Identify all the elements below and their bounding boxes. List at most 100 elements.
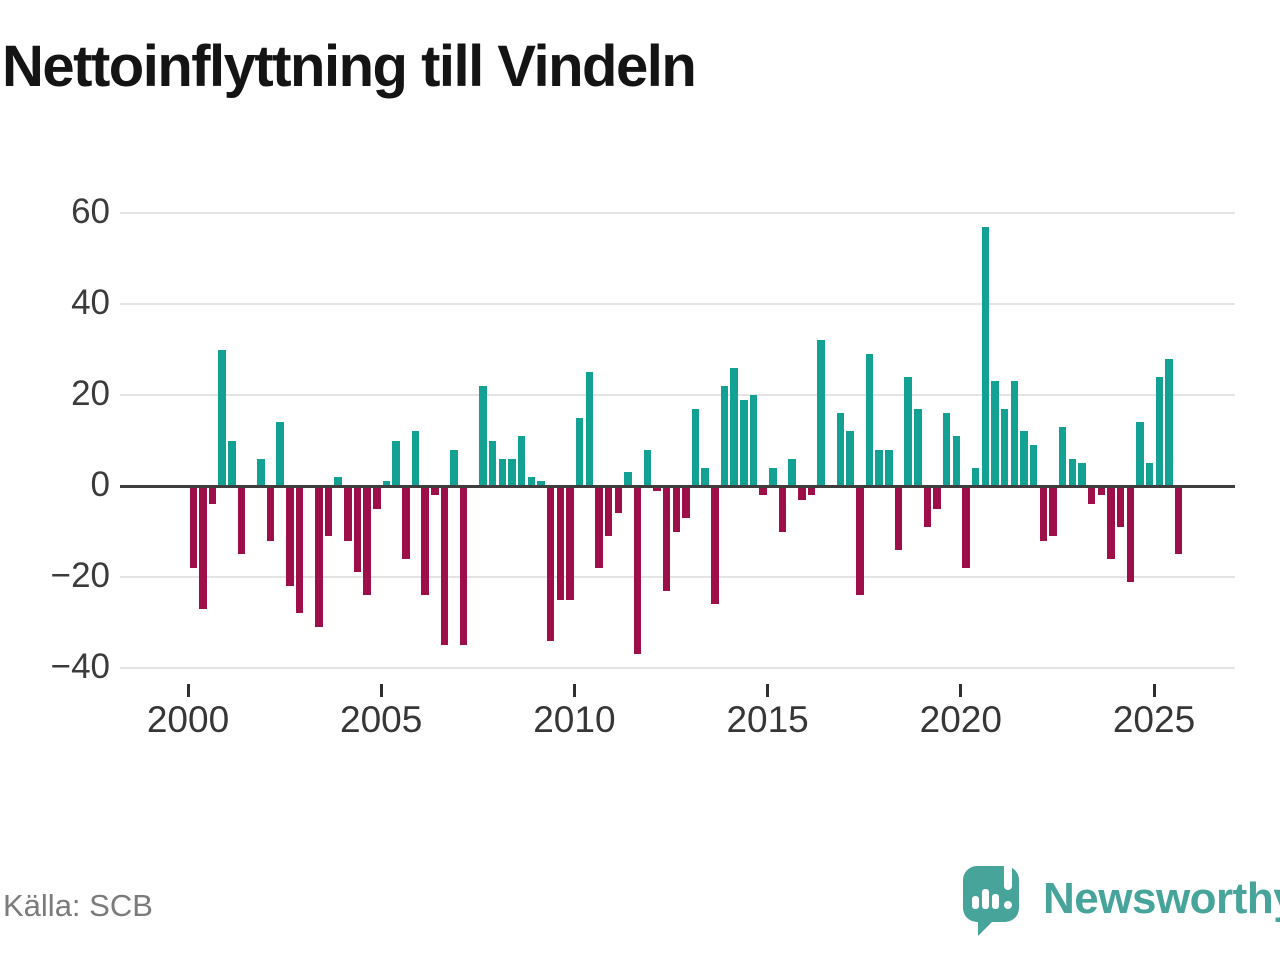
bar-2010-Q2 <box>585 372 594 486</box>
bar-2023-Q3 <box>1097 486 1106 496</box>
bar-2002-Q2 <box>276 422 284 486</box>
bar-2020-Q4 <box>991 381 999 486</box>
logo-exclamation-dot-icon <box>1004 901 1012 909</box>
bar-2009-Q4 <box>566 486 574 600</box>
y-axis-label-20: 20 <box>71 374 110 413</box>
bar-2017-Q2 <box>856 486 864 596</box>
bar-2000-Q3 <box>208 486 217 505</box>
y-axis-label--40: −40 <box>50 647 110 686</box>
bar-2019-Q1 <box>923 486 932 527</box>
bar-2000-Q1 <box>189 486 197 568</box>
bar-2016-Q4 <box>836 413 845 486</box>
bar-2024-Q2 <box>1126 486 1135 582</box>
bar-2000-Q4 <box>218 349 226 486</box>
bar-2014-Q1 <box>730 367 738 486</box>
x-axis-tick-2000 <box>186 684 190 697</box>
x-axis-tick-2010 <box>572 684 576 697</box>
bar-2014-Q2 <box>740 399 748 486</box>
gridline-40 <box>120 303 1235 305</box>
bar-2019-Q3 <box>942 413 951 486</box>
bar-2012-Q3 <box>672 486 680 532</box>
gridline--40 <box>120 667 1235 669</box>
bar-2011-Q3 <box>633 486 642 655</box>
bar-2016-Q2 <box>817 340 825 486</box>
bar-2006-Q2 <box>431 486 439 496</box>
bar-2003-Q3 <box>324 486 333 537</box>
bar-2018-Q1 <box>885 449 893 486</box>
y-axis-label--20: −20 <box>50 556 110 595</box>
bar-2006-Q3 <box>440 486 449 646</box>
plot-area <box>120 212 1235 669</box>
bar-2022-Q4 <box>1068 458 1077 486</box>
bar-2011-Q4 <box>643 449 652 486</box>
bar-2024-Q3 <box>1136 422 1144 486</box>
bar-2021-Q2 <box>1010 381 1019 486</box>
bar-2020-Q2 <box>971 467 980 486</box>
bar-2003-Q4 <box>334 476 342 486</box>
x-axis-tick-2025 <box>1152 684 1156 697</box>
bar-2017-Q4 <box>875 449 883 486</box>
zero-line <box>120 484 1235 488</box>
x-axis-tick-2015 <box>766 684 770 697</box>
bar-2024-Q1 <box>1116 486 1125 527</box>
logo-bar-icon <box>982 889 989 909</box>
bar-2007-Q4 <box>488 440 497 486</box>
bar-2004-Q2 <box>353 486 362 573</box>
y-axis-label-0: 0 <box>90 465 110 504</box>
bar-2021-Q1 <box>1000 408 1009 486</box>
gridline-60 <box>120 212 1235 214</box>
bar-2018-Q3 <box>904 376 912 486</box>
bar-2001-Q4 <box>257 458 265 486</box>
bar-2004-Q1 <box>344 486 352 541</box>
bar-2014-Q4 <box>759 486 767 496</box>
bar-2012-Q2 <box>662 486 671 591</box>
bar-2011-Q1 <box>614 486 623 514</box>
x-axis-label-2015: 2015 <box>726 699 809 740</box>
bar-2000-Q2 <box>199 486 207 609</box>
bar-2015-Q4 <box>798 486 806 500</box>
brand-name: Newsworthy <box>1043 874 1280 923</box>
bar-2015-Q3 <box>788 458 796 486</box>
bar-2009-Q1 <box>537 481 545 486</box>
bar-2017-Q1 <box>846 431 854 486</box>
bar-2002-Q1 <box>266 486 275 541</box>
y-axis-label-60: 60 <box>71 192 110 231</box>
logo-bubble-icon <box>963 859 1019 936</box>
bar-2019-Q4 <box>952 435 961 486</box>
bar-2023-Q4 <box>1107 486 1115 559</box>
bar-2009-Q3 <box>556 486 565 600</box>
chart-title: Nettoinflyttning till Vindeln <box>2 34 697 99</box>
bar-2013-Q2 <box>701 467 709 486</box>
bar-2001-Q2 <box>237 486 246 555</box>
bar-2020-Q1 <box>962 486 970 568</box>
bar-2021-Q4 <box>1029 445 1038 486</box>
x-axis-label-2010: 2010 <box>533 699 616 740</box>
x-axis-label-2000: 2000 <box>146 699 230 740</box>
bar-2007-Q3 <box>479 385 487 486</box>
bar-2008-Q1 <box>498 458 507 486</box>
gridline-20 <box>120 394 1235 396</box>
bar-2006-Q4 <box>450 449 458 486</box>
bar-2017-Q3 <box>865 354 874 486</box>
bar-2022-Q2 <box>1049 486 1057 537</box>
bar-2005-Q2 <box>392 440 400 486</box>
bar-2025-Q3 <box>1174 486 1183 555</box>
bar-2002-Q4 <box>295 486 304 614</box>
source-note: Källa: SCB <box>3 888 153 923</box>
x-axis-tick-2020 <box>959 684 963 697</box>
bar-2015-Q2 <box>778 486 787 532</box>
logo-bar-icon <box>972 896 979 909</box>
bar-2025-Q1 <box>1155 376 1163 486</box>
bar-2019-Q2 <box>933 486 941 509</box>
logo-exclamation-icon <box>1004 859 1012 890</box>
bar-2018-Q2 <box>894 486 903 550</box>
x-axis-label-2005: 2005 <box>340 699 423 740</box>
bar-2025-Q2 <box>1165 358 1173 486</box>
logo-bar-icon <box>992 894 999 909</box>
bar-2020-Q3 <box>981 226 990 486</box>
bar-2005-Q3 <box>402 486 410 559</box>
bar-2015-Q1 <box>769 467 777 486</box>
x-axis-label-2025: 2025 <box>1112 699 1196 740</box>
bar-2010-Q4 <box>604 486 613 537</box>
